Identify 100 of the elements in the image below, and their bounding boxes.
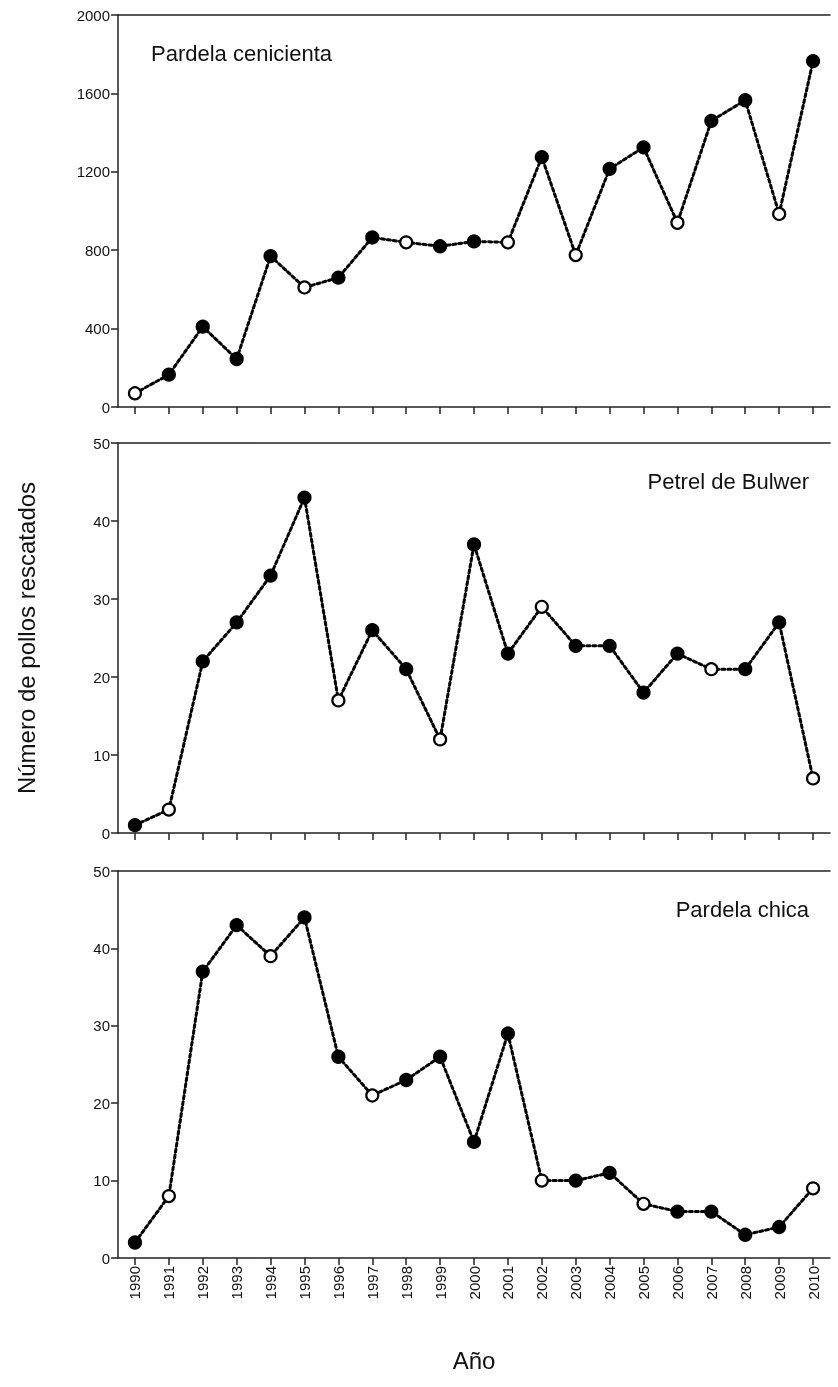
point: [534, 150, 549, 165]
point: [738, 1227, 753, 1242]
point: [704, 662, 719, 677]
point: [331, 1049, 346, 1064]
point: [161, 367, 176, 382]
point: [433, 239, 448, 254]
point: [161, 1188, 176, 1204]
point: [331, 693, 346, 708]
y-tick-label: 0: [101, 824, 110, 842]
x-tick-label: 2010: [804, 1266, 822, 1300]
x-tick-label: 2000: [465, 1266, 483, 1300]
x-tick-label: 1996: [329, 1266, 347, 1300]
point: [433, 732, 448, 747]
x-tick-label: 2008: [736, 1266, 754, 1300]
point: [772, 615, 787, 630]
point: [331, 270, 346, 285]
y-tick-label: 50: [93, 434, 110, 452]
point: [704, 1204, 719, 1219]
x-tick-label: 2007: [702, 1266, 720, 1300]
y-tick-label: 2000: [76, 6, 110, 24]
point: [738, 662, 753, 677]
point: [127, 1235, 143, 1250]
x-tick-label: 1997: [363, 1266, 381, 1300]
point: [805, 53, 821, 69]
point: [636, 685, 651, 700]
point: [568, 248, 583, 263]
x-tick-label: 1991: [160, 1266, 178, 1300]
point: [195, 964, 210, 979]
point: [127, 386, 143, 401]
x-tick-label: 1999: [431, 1266, 449, 1300]
y-tick-label: 1200: [76, 163, 110, 181]
point: [534, 599, 549, 614]
y-axis-title: Número de pollos rescatados: [12, 481, 40, 795]
point: [399, 662, 414, 677]
x-axis-title: Año: [452, 1346, 496, 1374]
point: [602, 638, 617, 653]
point: [568, 638, 583, 653]
point: [670, 646, 685, 661]
point: [365, 230, 380, 245]
point: [229, 615, 244, 630]
y-tick-label: 20: [93, 1094, 110, 1112]
point: [229, 351, 244, 367]
y-tick-label: 0: [101, 398, 110, 416]
x-tick-label: 2005: [635, 1266, 653, 1300]
point: [534, 1173, 549, 1188]
point: [500, 235, 515, 250]
x-tick-label: 1995: [295, 1266, 313, 1300]
point: [297, 490, 312, 505]
y-tick-label: 1600: [76, 84, 110, 102]
y-tick-label: 40: [93, 939, 110, 957]
y-tick-label: 400: [84, 320, 110, 338]
y-tick-label: 30: [93, 1017, 110, 1035]
point: [195, 654, 210, 669]
point: [365, 1088, 380, 1103]
x-tick-label: 1993: [228, 1266, 246, 1300]
point: [399, 235, 414, 250]
point: [704, 113, 719, 128]
y-tick-label: 800: [84, 241, 110, 259]
point: [127, 818, 143, 833]
x-tick-label: 1998: [397, 1266, 415, 1300]
point: [297, 280, 312, 295]
point: [670, 215, 685, 230]
point: [636, 140, 651, 155]
y-tick-label: 10: [93, 746, 110, 764]
text: Pardela chica: [675, 896, 810, 922]
point: [365, 623, 380, 638]
point: [670, 1204, 685, 1219]
x-tick-label: 2006: [668, 1266, 686, 1300]
point: [229, 918, 244, 933]
point: [195, 319, 210, 334]
text: Petrel de Bulwer: [647, 468, 810, 494]
point: [399, 1072, 414, 1088]
point: [636, 1196, 651, 1211]
y-tick-label: 0: [101, 1249, 110, 1267]
x-tick-label: 2001: [499, 1266, 517, 1300]
point: [805, 771, 821, 786]
point: [466, 537, 482, 552]
y-tick-label: 20: [93, 668, 110, 686]
point: [500, 1026, 515, 1041]
point: [738, 93, 753, 108]
point: [568, 1173, 583, 1188]
x-tick-label: 2002: [533, 1266, 551, 1300]
point: [772, 206, 787, 222]
point: [500, 646, 515, 661]
point: [297, 910, 312, 925]
x-tick-label: 2009: [770, 1266, 788, 1300]
point: [466, 1134, 482, 1149]
point: [263, 568, 278, 583]
point: [263, 949, 278, 964]
point: [433, 1049, 448, 1064]
y-tick-label: 40: [93, 512, 110, 530]
x-tick-label: 2004: [601, 1266, 619, 1300]
point: [161, 802, 176, 817]
x-tick-label: 1994: [262, 1266, 280, 1300]
point: [772, 1219, 787, 1235]
y-tick-label: 30: [93, 590, 110, 608]
point: [602, 1165, 617, 1180]
point: [602, 161, 617, 176]
x-tick-label: 1992: [194, 1266, 212, 1300]
point: [263, 248, 278, 264]
